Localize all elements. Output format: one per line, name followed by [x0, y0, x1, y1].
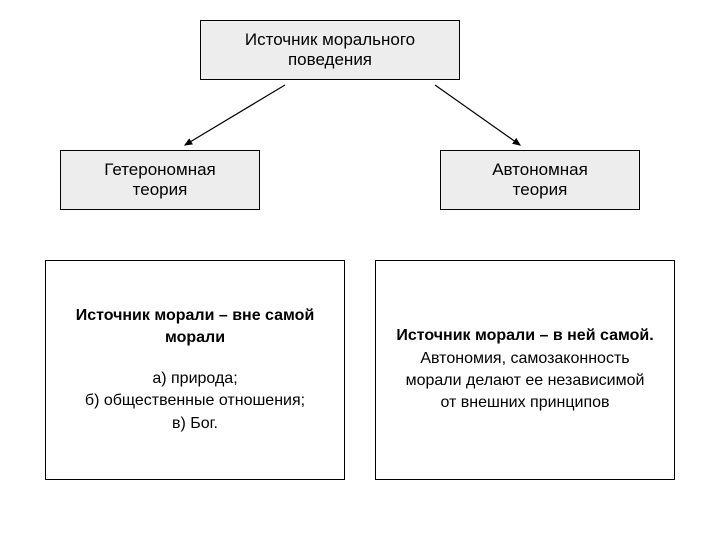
- branch-left-line1: Гетерономная: [104, 160, 216, 180]
- detail-left-list: а) природа; б) общественные отношения; в…: [85, 368, 305, 435]
- branch-right-line1: Автономная: [492, 160, 588, 180]
- root-line2: поведения: [288, 50, 372, 70]
- branch-right-line2: теория: [513, 180, 568, 200]
- detail-left-node: Источник морали – вне самой морали а) пр…: [45, 260, 345, 480]
- detail-right-title: Источник морали – в ней самой.: [396, 325, 653, 347]
- root-line1: Источник морального: [245, 30, 415, 50]
- detail-right-body-line3: от внешних принципов: [440, 392, 609, 414]
- detail-right-node: Источник морали – в ней самой. Автономия…: [375, 260, 675, 480]
- detail-left-title-line2: морали: [165, 327, 225, 349]
- detail-left-item-a: а) природа;: [85, 368, 305, 390]
- detail-left-title-line1: Источник морали – вне самой: [76, 305, 315, 327]
- detail-right-body-line1: Автономия, самозаконность: [420, 348, 629, 370]
- branch-left-line2: теория: [133, 180, 188, 200]
- root-node: Источник морального поведения: [200, 20, 460, 80]
- branch-left-node: Гетерономная теория: [60, 150, 260, 210]
- detail-right-body-line2: морали делают ее независимой: [406, 370, 645, 392]
- detail-left-item-c: в) Бог.: [85, 413, 305, 435]
- detail-left-item-b: б) общественные отношения;: [85, 390, 305, 412]
- branch-right-node: Автономная теория: [440, 150, 640, 210]
